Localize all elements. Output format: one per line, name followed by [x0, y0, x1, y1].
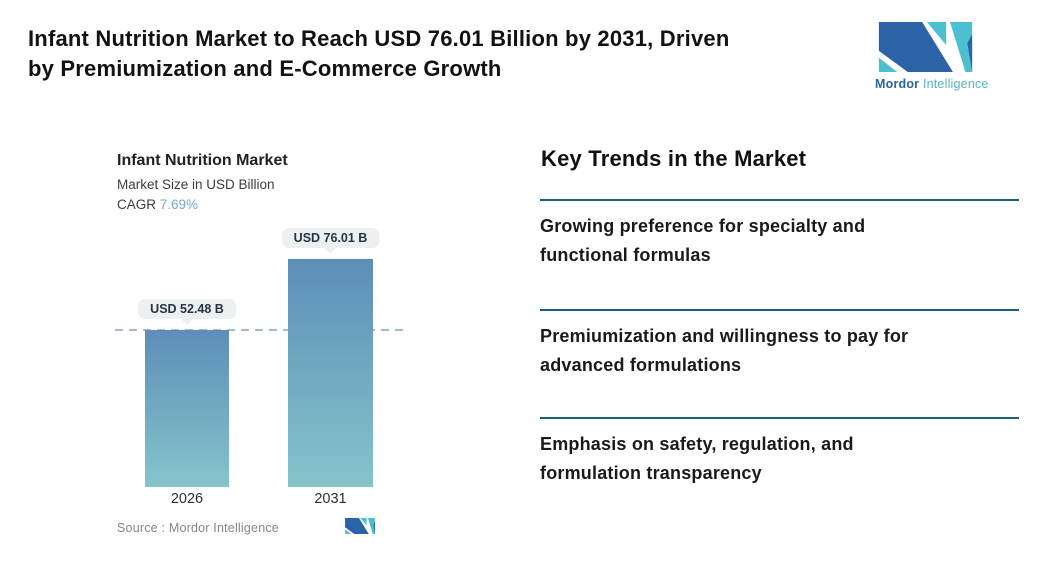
tooltip-pointer-icon: [324, 248, 337, 254]
page-title-line2: by Premiumization and E-Commerce Growth: [28, 56, 502, 81]
dashed-reference-line: [115, 329, 405, 331]
source-line: Source : Mordor Intelligence: [117, 521, 279, 535]
year-label-2026: 2026: [170, 491, 204, 507]
cagr-label: CAGR: [117, 197, 157, 212]
mordor-logo-icon: [878, 22, 972, 72]
bar-2026: [145, 330, 229, 487]
bar-value-text-2026: USD 52.48 B: [150, 302, 224, 316]
source-label: Source :: [117, 521, 166, 535]
trend-item-3: Emphasis on safety, regulation, and form…: [540, 417, 1019, 488]
trend-text-2: Premiumization and willingness to pay fo…: [540, 326, 909, 375]
source-value: Mordor Intelligence: [168, 521, 279, 535]
brand-logo: Mordor Intelligence: [875, 22, 988, 91]
chart-title: Infant Nutrition Market: [117, 152, 288, 169]
bar-column-2031: USD 76.01 B 2031: [281, 130, 380, 507]
trend-item-1: Growing preference for specialty and fun…: [540, 199, 1019, 270]
chart-cagr: CAGR 7.69%: [117, 197, 198, 212]
cagr-value: 7.69%: [159, 197, 199, 212]
brand-name-primary: Mordor: [875, 77, 920, 91]
bar-column-2026: USD 52.48 B 2026: [138, 130, 236, 507]
brand-name: Mordor Intelligence: [875, 77, 988, 91]
brand-name-secondary: Intelligence: [922, 77, 989, 91]
market-chart: Infant Nutrition Market Market Size in U…: [95, 130, 510, 555]
trend-text-1: Growing preference for specialty and fun…: [540, 216, 866, 265]
bar-value-text-2031: USD 76.01 B: [293, 231, 368, 245]
tooltip-pointer-icon: [181, 319, 193, 325]
trend-text-3: Emphasis on safety, regulation, and form…: [540, 434, 854, 483]
bar-2031: [288, 259, 373, 487]
page-title: Infant Nutrition Market to Reach USD 76.…: [28, 24, 729, 84]
trends-heading: Key Trends in the Market: [541, 146, 807, 171]
page-title-line1: Infant Nutrition Market to Reach USD 76.…: [28, 26, 730, 51]
bar-plot: USD 52.48 B 2026 USD 76.01 B 2031: [95, 130, 510, 507]
bar-value-label-2031: USD 76.01 B: [281, 228, 380, 254]
trend-item-2: Premiumization and willingness to pay fo…: [540, 309, 1019, 380]
year-label-2031: 2031: [314, 491, 347, 507]
mini-mordor-logo-icon: [345, 518, 375, 534]
chart-subtitle: Market Size in USD Billion: [117, 177, 275, 192]
bar-value-label-2026: USD 52.48 B: [138, 299, 236, 325]
